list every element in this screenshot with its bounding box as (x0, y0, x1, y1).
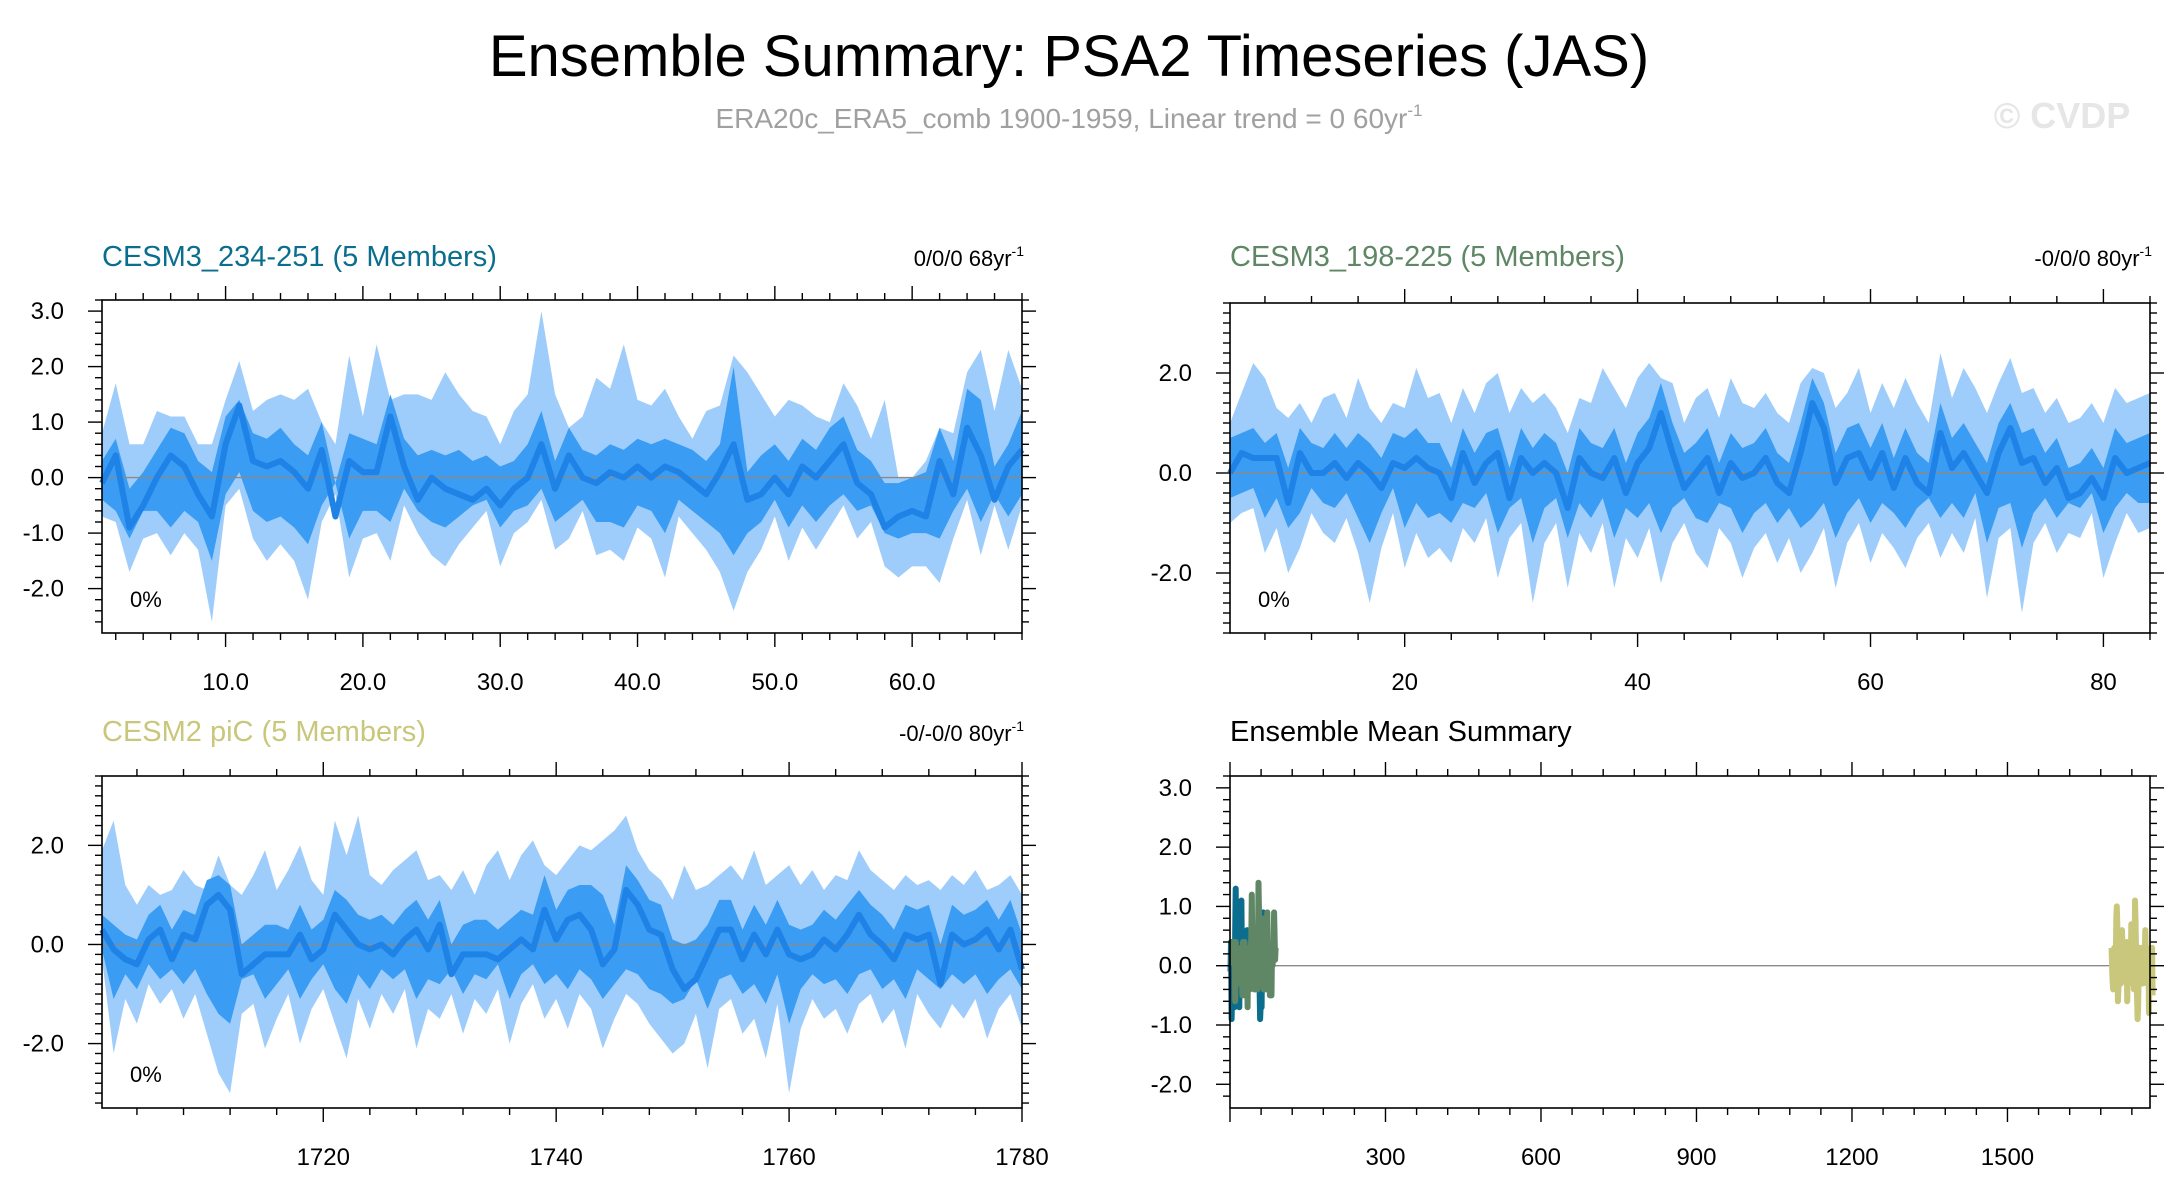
y-tick-label: -2.0 (23, 576, 64, 603)
inner-range-band (102, 366, 1022, 561)
x-tick-label: 900 (1676, 1144, 1716, 1171)
panel-title: CESM3_198-225 (5 Members) (1230, 241, 1625, 273)
y-tick-label: 2.0 (31, 354, 64, 381)
x-tick-label: 50.0 (751, 669, 798, 696)
y-tick-label: -2.0 (23, 1031, 64, 1058)
y-tick-label: 0.0 (1159, 953, 1192, 980)
y-tick-label: -2.0 (1151, 1071, 1192, 1098)
plot-frame (1229, 302, 2151, 634)
x-tick-label: 60.0 (889, 669, 936, 696)
y-tick-label: 2.0 (31, 832, 64, 859)
x-tick-label: 80 (2090, 669, 2117, 696)
x-tick-label: 10.0 (202, 669, 249, 696)
y-tick-label: 3.0 (1159, 775, 1192, 802)
y-tick-label: 0.0 (31, 465, 64, 492)
y-tick-label: 1.0 (1159, 893, 1192, 920)
trend-sup: -1 (1012, 718, 1025, 734)
watermark: © CVDP (1994, 95, 2131, 136)
y-tick-label: 2.0 (1159, 360, 1192, 387)
x-tick-label: 20.0 (340, 669, 387, 696)
ensemble-mean-series-3 (2108, 897, 2156, 1023)
panel-2: CESM3_198-225 (5 Members) -0/0/0 80yr-1 0%… (1151, 241, 2164, 696)
panels-group: CESM3_234-251 (5 Members) 0/0/0 68yr-10%1… (23, 241, 2164, 1171)
x-tick-label: 1200 (1825, 1144, 1878, 1171)
percent-label: 0% (130, 1062, 162, 1087)
panel-3: CESM2 piC (5 Members) -0/-0/0 80yr-1 0% 172… (23, 716, 1049, 1171)
ensemble-mean-line (99, 887, 1025, 993)
x-tick-label: 1500 (1981, 1144, 2034, 1171)
x-tick-label: 1740 (529, 1144, 582, 1171)
x-tick-label: 1720 (297, 1144, 350, 1171)
trend-text: -0/-0/0 80yr (899, 721, 1012, 746)
plot-frame (101, 775, 1023, 1109)
x-tick-label: 1760 (762, 1144, 815, 1171)
trend-label: 0/0/0 68yr-1 (914, 243, 1025, 271)
y-tick-label: -1.0 (23, 520, 64, 547)
y-tick-label: 2.0 (1159, 834, 1192, 861)
figure-subtitle: ERA20c_ERA5_comb 1900-1959, Linear trend… (715, 101, 1422, 134)
percent-label: 0% (130, 587, 162, 612)
panel-title: Ensemble Mean Summary (1230, 716, 1572, 748)
ensemble-mean-line (99, 402, 1025, 531)
x-tick-label: 300 (1365, 1144, 1405, 1171)
x-tick-label: 600 (1521, 1144, 1561, 1171)
y-tick-label: 0.0 (1159, 460, 1192, 487)
trend-text: 0/0/0 68yr (914, 246, 1012, 271)
y-tick-label: 3.0 (31, 298, 64, 325)
figure-subtitle-sup: -1 (1407, 101, 1422, 120)
x-tick-label: 60 (1857, 669, 1884, 696)
percent-label: 0% (1258, 587, 1290, 612)
figure-title: Ensemble Summary: PSA2 Timeseries (JAS) (489, 24, 1649, 89)
x-tick-label: 40 (1624, 669, 1651, 696)
panel-1: CESM3_234-251 (5 Members) 0/0/0 68yr-1 0% 1… (23, 241, 1036, 696)
panel-title: CESM2 piC (5 Members) (102, 716, 426, 748)
trend-text: -0/0/0 80yr (2034, 246, 2139, 271)
panel-title: CESM3_234-251 (5 Members) (102, 241, 497, 273)
ensemble-mean-series-2 (1229, 879, 1279, 1011)
y-tick-label: -1.0 (1151, 1012, 1192, 1039)
trend-label: -0/0/0 80yr-1 (2034, 243, 2152, 271)
trend-sup: -1 (1012, 243, 1025, 259)
trend-label: -0/-0/0 80yr-1 (899, 718, 1024, 746)
trend-sup: -1 (2140, 243, 2153, 259)
x-tick-label: 1780 (995, 1144, 1048, 1171)
x-tick-label: 30.0 (477, 669, 524, 696)
plot-frame (1229, 775, 2151, 1109)
inner-range-band (1230, 378, 2150, 548)
x-tick-label: 40.0 (614, 669, 661, 696)
panel-4: Ensemble Mean Summary 300 600 900 1200 1500 -2… (1151, 716, 2164, 1171)
y-tick-label: 0.0 (31, 931, 64, 958)
y-tick-label: 1.0 (31, 409, 64, 436)
figure-subtitle-text: ERA20c_ERA5_comb 1900-1959, Linear trend… (715, 103, 1407, 134)
ensemble-mean-line (1227, 400, 2152, 511)
y-tick-label: -2.0 (1151, 560, 1192, 587)
x-tick-label: 20 (1391, 669, 1418, 696)
